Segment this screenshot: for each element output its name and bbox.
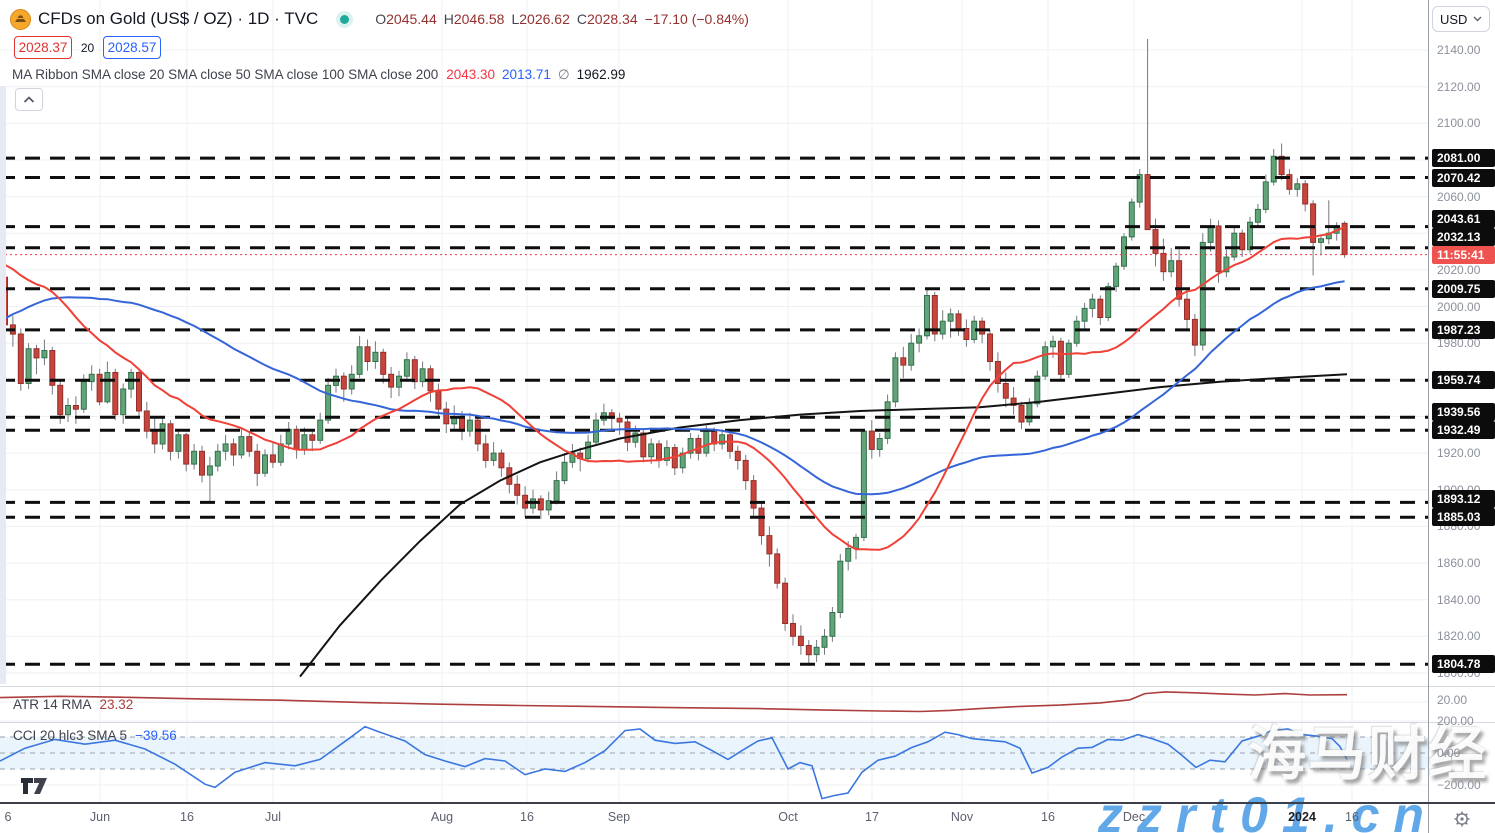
price-axis-label: 2140.00: [1437, 43, 1481, 57]
atr-legend[interactable]: ATR 14 RMA 23.32: [13, 697, 133, 712]
indicator-axis-label: 200.00: [1437, 714, 1474, 728]
sma20-line: [4, 226, 1345, 551]
price-level-badge: 1932.49: [1432, 421, 1495, 440]
time-axis-label: 6: [4, 810, 12, 824]
quote-row: 2028.37 20 2028.57: [14, 36, 161, 59]
ma-ribbon-row[interactable]: MA Ribbon SMA close 20 SMA close 50 SMA …: [12, 67, 625, 83]
price-axis-label: 2000.00: [1437, 299, 1481, 314]
currency-dropdown[interactable]: USD: [1432, 6, 1490, 32]
price-axis-label: 2100.00: [1437, 116, 1481, 131]
pane-separator-cci[interactable]: [0, 722, 1495, 723]
time-axis-label: Oct: [778, 810, 798, 824]
high-value: 2046.58: [453, 11, 505, 27]
time-axis-label: 2024: [1288, 810, 1316, 824]
open-value: 2045.44: [386, 11, 437, 27]
price-level-badge: 2032.13: [1432, 227, 1495, 246]
time-axis-label: Jun: [89, 810, 111, 824]
time-axis[interactable]: 6 Jun 16 Jul Aug 16 Sep Oct 17 Nov 16 Dec 2024 16: [0, 802, 1495, 833]
low-value: 2026.62: [519, 11, 570, 27]
time-axis-label: Aug: [430, 810, 454, 824]
tradingview-logo[interactable]: [20, 776, 50, 796]
high-label: H: [443, 11, 454, 27]
sma20-value: 2043.30: [446, 67, 496, 82]
symbol-title[interactable]: CFDs on Gold (US$ / OZ) · 1D · TVC: [38, 9, 319, 28]
chart-canvas[interactable]: [0, 0, 1428, 807]
pane-separator-atr[interactable]: [0, 686, 1495, 687]
buy-button[interactable]: 2028.57: [103, 36, 161, 59]
price-level-badge: 2081.00: [1432, 149, 1495, 168]
gold-coin-icon: [10, 8, 31, 30]
sell-button[interactable]: 2028.37: [14, 36, 72, 59]
symbol-row: CFDs on Gold (US$ / OZ) · 1D · TVC O2045…: [10, 7, 749, 31]
time-axis-label: 16: [1041, 810, 1055, 824]
price-level-badge: 1987.23: [1432, 320, 1495, 339]
price-level-badge: 1804.78: [1432, 655, 1495, 674]
atr-value: 23.32: [99, 697, 134, 712]
price-axis-label: 1980.00: [1437, 336, 1481, 351]
price-level-badge: 1959.74: [1432, 371, 1495, 390]
time-axis-label: Nov: [950, 810, 974, 824]
sma50-value: 2013.71: [502, 67, 551, 82]
time-axis-label: 16: [520, 810, 534, 824]
cci-legend[interactable]: CCI 20 hlc3 SMA 5 −39.56: [13, 728, 177, 743]
chevron-up-icon: [23, 95, 35, 103]
countdown-badge: 11:55:41: [1432, 245, 1495, 264]
indicator-axis-label: 0.00: [1437, 746, 1461, 760]
sma50-line: [4, 280, 1345, 496]
gear-icon[interactable]: [1452, 809, 1472, 829]
time-axis-label: 16: [1345, 810, 1359, 824]
watermark-site-text: zzrt01.cn: [1098, 787, 1438, 833]
close-value: 2028.34: [587, 11, 638, 27]
watermark-cn-text: 海马财经: [1248, 722, 1489, 787]
time-axis-label: Sep: [607, 810, 631, 824]
support-resistance-levels: [0, 156, 1428, 666]
sma100-value: ∅: [557, 67, 570, 82]
ma-ribbon-label: MA Ribbon SMA close 20 SMA close 50 SMA …: [12, 67, 439, 82]
price-axis-label: 1860.00: [1437, 556, 1481, 570]
price-axis-label: 2020.00: [1437, 262, 1481, 277]
atr-label: ATR 14 RMA: [13, 697, 92, 712]
sma200-value: 1962.99: [576, 67, 626, 82]
price-level-badge: 2043.61: [1432, 209, 1495, 228]
chevron-down-icon: [1473, 16, 1482, 22]
price-axis-border: [1428, 0, 1429, 833]
atr-line: [0, 691, 1348, 713]
time-axis-label: Jul: [265, 810, 281, 824]
open-label: O: [375, 11, 387, 27]
time-axis-label: 16: [180, 810, 194, 824]
price-axis-label: 1820.00: [1437, 629, 1481, 644]
market-status-dot[interactable]: [340, 14, 350, 24]
indicator-axis-label: −200.00: [1437, 778, 1481, 792]
candlestick-series: [2, 39, 1348, 666]
price-axis-label: 1920.00: [1437, 446, 1481, 461]
price-axis[interactable]: USD 2140.002120.002100.002080.002060.002…: [1428, 0, 1495, 833]
collapse-indicators-button[interactable]: [15, 88, 43, 111]
currency-label: USD: [1440, 11, 1468, 27]
price-axis-label: 2120.00: [1437, 79, 1481, 94]
spread-value: 20: [80, 40, 95, 55]
left-edge-strip: [0, 86, 6, 684]
cci-label: CCI 20 hlc3 SMA 5: [13, 728, 128, 743]
time-axis-label: 17: [865, 810, 879, 824]
price-level-badge: 2070.42: [1432, 168, 1495, 187]
time-axis-label: Dec: [1122, 810, 1146, 824]
price-axis-label: 2060.00: [1437, 189, 1481, 204]
sma200-line: [299, 373, 1348, 678]
ohlc-values: O2045.44 H2046.58 L2026.62 C2028.34 −17.10 (…: [375, 11, 749, 27]
change-value: −17.10 (−0.84%): [644, 11, 749, 27]
price-level-badge: 1885.03: [1432, 508, 1495, 527]
cci-line: [0, 725, 1348, 800]
close-label: C: [576, 11, 587, 27]
price-level-badge: 1939.56: [1432, 403, 1495, 422]
price-level-badge: 2009.75: [1432, 279, 1495, 298]
cci-value: −39.56: [135, 728, 177, 743]
price-level-badge: 1893.12: [1432, 490, 1495, 509]
low-label: L: [511, 11, 520, 27]
price-axis-label: 1840.00: [1437, 592, 1481, 607]
indicator-axis-label: 20.00: [1437, 693, 1468, 707]
